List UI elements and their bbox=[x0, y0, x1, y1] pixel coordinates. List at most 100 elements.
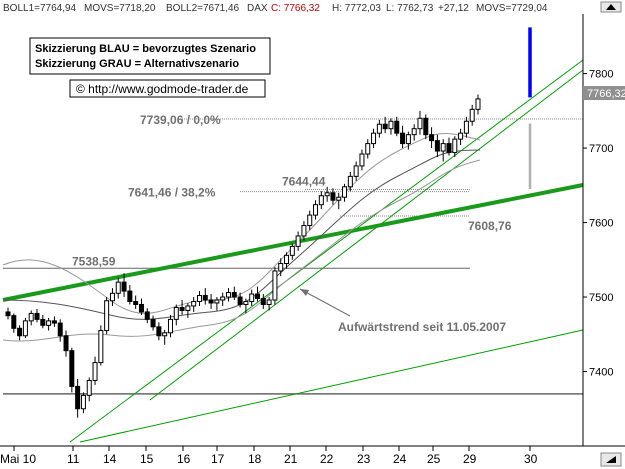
band-upper bbox=[2, 132, 481, 314]
candle-body bbox=[446, 143, 452, 154]
x-tick-label: Mai 10 bbox=[0, 452, 36, 466]
legend-box bbox=[29, 37, 271, 75]
candle-body bbox=[284, 254, 290, 265]
candle-body bbox=[469, 108, 475, 122]
x-tick-label: 29 bbox=[463, 452, 477, 466]
candle-body bbox=[191, 301, 197, 307]
candle-body bbox=[109, 292, 115, 302]
channel-lower bbox=[79, 329, 584, 443]
header-close: C: 7766,32 bbox=[271, 3, 320, 14]
candle-body bbox=[313, 204, 319, 216]
candle-body bbox=[156, 326, 162, 337]
candle-body bbox=[272, 270, 278, 301]
candle-body bbox=[411, 128, 417, 136]
candle-body bbox=[17, 327, 23, 337]
candle-body bbox=[150, 318, 156, 328]
candle-body bbox=[237, 296, 243, 305]
candle-body bbox=[400, 132, 406, 145]
channel-middle bbox=[149, 69, 584, 401]
candle-body bbox=[243, 301, 249, 305]
header-low: L: 7762,73 bbox=[386, 3, 434, 14]
candle-body bbox=[40, 318, 46, 326]
candle-body bbox=[11, 315, 17, 329]
candle-body bbox=[63, 335, 69, 352]
copyright-text: © http://www.godmode-trader.de bbox=[76, 82, 249, 96]
candle-body bbox=[80, 394, 86, 410]
candle-body bbox=[365, 143, 371, 155]
candle-body bbox=[138, 303, 144, 313]
candle-body bbox=[336, 196, 342, 201]
moving-average bbox=[2, 149, 481, 320]
price-tag-label: 7766,32 bbox=[587, 88, 625, 100]
band-lower bbox=[2, 159, 481, 342]
header-boll1: BOLL1=7764,94 bbox=[3, 3, 77, 14]
copyright-box bbox=[69, 79, 266, 98]
level-label: 7644,44 bbox=[282, 174, 326, 188]
level-lines bbox=[3, 118, 583, 395]
header-change: +27,12 bbox=[438, 3, 469, 14]
candle-body bbox=[196, 295, 202, 303]
x-tick-label: 11 bbox=[67, 452, 80, 466]
candle-body bbox=[278, 263, 284, 272]
candle-body bbox=[249, 293, 255, 303]
candle-body bbox=[115, 281, 121, 294]
candle-body bbox=[225, 292, 231, 298]
candle-body bbox=[307, 214, 313, 227]
candle-body bbox=[475, 98, 481, 110]
candle-body bbox=[46, 320, 52, 326]
legend-line-grey: Skizzierung GRAU = Alternativszenario bbox=[35, 58, 239, 70]
candle-body bbox=[162, 332, 168, 337]
candle-body bbox=[405, 134, 411, 145]
candle-body bbox=[98, 330, 104, 364]
candle-body bbox=[144, 311, 150, 320]
candle-body bbox=[429, 134, 435, 142]
candle-body bbox=[347, 175, 353, 188]
candle-body bbox=[423, 117, 429, 136]
y-tick-label: 7500 bbox=[589, 292, 613, 304]
candle-body bbox=[133, 301, 139, 305]
header-boll2: BOLL2=7671,46 bbox=[166, 3, 240, 14]
trend-annotation: Aufwärtstrend seit 11.05.2007 bbox=[338, 320, 506, 334]
candle-body bbox=[463, 120, 469, 134]
annotation-arrow bbox=[299, 288, 351, 317]
candle-body bbox=[5, 311, 11, 317]
candle-body bbox=[28, 312, 34, 322]
candle-body bbox=[185, 305, 191, 311]
candle-body bbox=[86, 379, 92, 396]
candle-body bbox=[318, 195, 324, 206]
candle-body bbox=[57, 322, 63, 337]
x-tick-label: 16 bbox=[177, 452, 191, 466]
y-tick-label: 7600 bbox=[589, 218, 613, 230]
candle-body bbox=[51, 320, 57, 324]
candle-body bbox=[121, 281, 127, 292]
candle-body bbox=[376, 123, 382, 134]
legend-line-blue: Skizzierung BLAU = bevorzugtes Szenario bbox=[35, 43, 256, 55]
header-movs: MOVS=7718,20 bbox=[84, 3, 156, 14]
candle-body bbox=[208, 299, 214, 304]
candle-body bbox=[173, 306, 179, 320]
candle-body bbox=[260, 298, 266, 305]
candle-body bbox=[289, 245, 295, 256]
candle-body bbox=[92, 362, 98, 381]
candle-body bbox=[458, 132, 464, 140]
bollinger-bands bbox=[2, 132, 481, 342]
x-tick-label: 25 bbox=[427, 452, 441, 466]
x-tick-label: 17 bbox=[211, 452, 225, 466]
header-bar bbox=[0, 0, 625, 14]
candle-body bbox=[452, 138, 458, 154]
x-tick-label: 21 bbox=[284, 452, 298, 466]
header-movs2: MOVS=7729,04 bbox=[476, 3, 548, 14]
level-label: 7739,06 / 0,0% bbox=[140, 113, 221, 127]
x-tick-label: 15 bbox=[140, 452, 154, 466]
candle-body bbox=[214, 299, 220, 304]
x-tick-label: 14 bbox=[103, 452, 117, 466]
x-tick-label: 24 bbox=[393, 452, 407, 466]
candle-body bbox=[69, 350, 75, 387]
candle-body bbox=[324, 192, 330, 197]
candlesticks bbox=[5, 94, 481, 418]
level-label: 7608,76 bbox=[468, 219, 512, 233]
header-high: H: 7772,03 bbox=[332, 3, 381, 14]
y-axis-ticks: 7400 7500 7600 7700 7800 bbox=[583, 69, 613, 379]
candle-body bbox=[388, 120, 394, 130]
